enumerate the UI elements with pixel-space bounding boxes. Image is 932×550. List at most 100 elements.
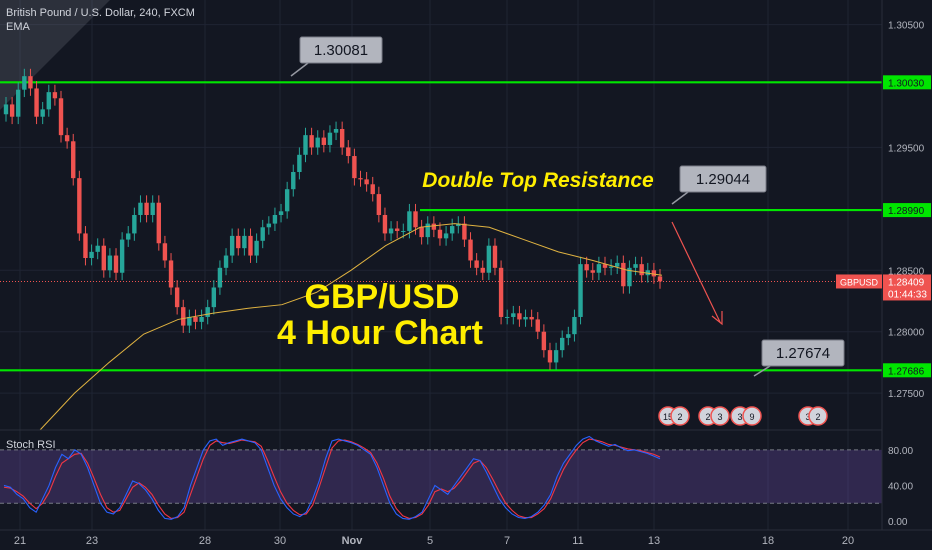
candle-102[interactable] [627,267,632,287]
event-badge-1[interactable]: 2 [670,406,690,426]
candle-32[interactable] [199,316,204,322]
candle-64[interactable] [394,228,400,231]
candle-9[interactable] [58,98,64,136]
candle-8[interactable] [52,92,58,99]
candle-89[interactable] [547,350,553,363]
candle-28[interactable] [174,287,180,308]
candle-29[interactable] [181,307,186,326]
event-badge-7[interactable]: 2 [808,406,828,426]
candle-44[interactable] [272,215,278,224]
candle-88[interactable] [541,331,547,351]
candle-76[interactable] [468,239,473,261]
price-callout-2[interactable]: 1.27674 [753,339,845,377]
candle-34[interactable] [211,287,217,308]
candle-75[interactable] [462,223,467,240]
candle-54[interactable] [333,129,339,133]
event-badge-3[interactable]: 3 [710,406,730,426]
event-badge-5[interactable]: 9 [742,406,762,426]
candle-62[interactable] [382,215,388,234]
candle-37[interactable] [229,235,235,256]
candle-12[interactable] [77,178,82,234]
candle-103[interactable] [633,264,638,268]
candle-33[interactable] [205,307,210,317]
candle-91[interactable] [560,337,565,351]
candle-65[interactable] [401,230,406,232]
candle-98[interactable] [602,264,608,268]
candle-63[interactable] [388,228,394,234]
candle-82[interactable] [504,316,510,318]
candle-79[interactable] [486,245,492,273]
candle-53[interactable] [327,132,333,145]
candle-43[interactable] [266,223,272,228]
candle-100[interactable] [615,262,620,267]
candle-11[interactable] [71,141,76,179]
candle-1[interactable] [9,104,15,117]
candle-84[interactable] [517,313,522,320]
candle-4[interactable] [28,76,33,89]
candle-73[interactable] [449,226,455,234]
candle-99[interactable] [608,266,614,268]
candle-93[interactable] [572,316,577,335]
candle-2[interactable] [16,89,21,117]
candle-27[interactable] [168,260,174,288]
candle-71[interactable] [437,229,443,239]
candle-31[interactable] [193,316,198,322]
candle-72[interactable] [443,233,449,239]
price-callout-1[interactable]: 1.29044 [671,165,767,205]
candle-25[interactable] [156,202,162,244]
candle-39[interactable] [242,235,247,249]
candle-94[interactable] [578,264,583,317]
candle-56[interactable] [346,147,351,157]
candle-60[interactable] [370,184,375,195]
candle-55[interactable] [339,129,345,148]
candle-51[interactable] [315,137,320,148]
candle-35[interactable] [217,267,223,288]
candle-30[interactable] [187,316,192,326]
candle-90[interactable] [553,350,559,363]
candle-26[interactable] [162,243,168,261]
candle-61[interactable] [376,194,382,215]
candle-92[interactable] [566,334,571,338]
candle-70[interactable] [431,223,437,230]
candle-87[interactable] [535,319,540,332]
candle-68[interactable] [419,227,424,238]
candle-15[interactable] [95,245,100,252]
candle-83[interactable] [511,313,516,317]
candle-50[interactable] [309,135,314,148]
candle-13[interactable] [83,233,88,258]
candle-49[interactable] [303,135,308,155]
candle-58[interactable] [358,178,363,180]
candle-47[interactable] [291,172,296,190]
candle-5[interactable] [34,88,39,117]
candle-46[interactable] [284,189,290,212]
candle-69[interactable] [425,223,430,238]
candle-80[interactable] [492,245,498,268]
candle-59[interactable] [364,179,369,185]
candle-48[interactable] [297,154,302,172]
candle-78[interactable] [480,267,485,273]
candle-42[interactable] [260,227,265,241]
candle-66[interactable] [407,211,412,231]
candle-104[interactable] [639,264,644,276]
candle-107[interactable] [657,276,663,282]
candle-81[interactable] [498,267,504,317]
candle-41[interactable] [254,240,259,256]
candle-45[interactable] [278,211,284,215]
candle-95[interactable] [584,264,589,271]
candle-106[interactable] [651,270,657,277]
candle-14[interactable] [89,251,94,258]
candle-67[interactable] [413,211,418,228]
candle-23[interactable] [144,202,149,215]
candle-101[interactable] [621,262,626,287]
candle-16[interactable] [101,245,106,271]
candle-24[interactable] [150,202,155,215]
candle-6[interactable] [40,109,45,117]
candle-3[interactable] [22,76,27,90]
candle-77[interactable] [474,260,479,268]
candle-97[interactable] [596,264,602,273]
candle-38[interactable] [236,235,241,249]
candle-85[interactable] [523,316,528,320]
candle-0[interactable] [3,104,9,115]
candle-19[interactable] [119,239,125,273]
